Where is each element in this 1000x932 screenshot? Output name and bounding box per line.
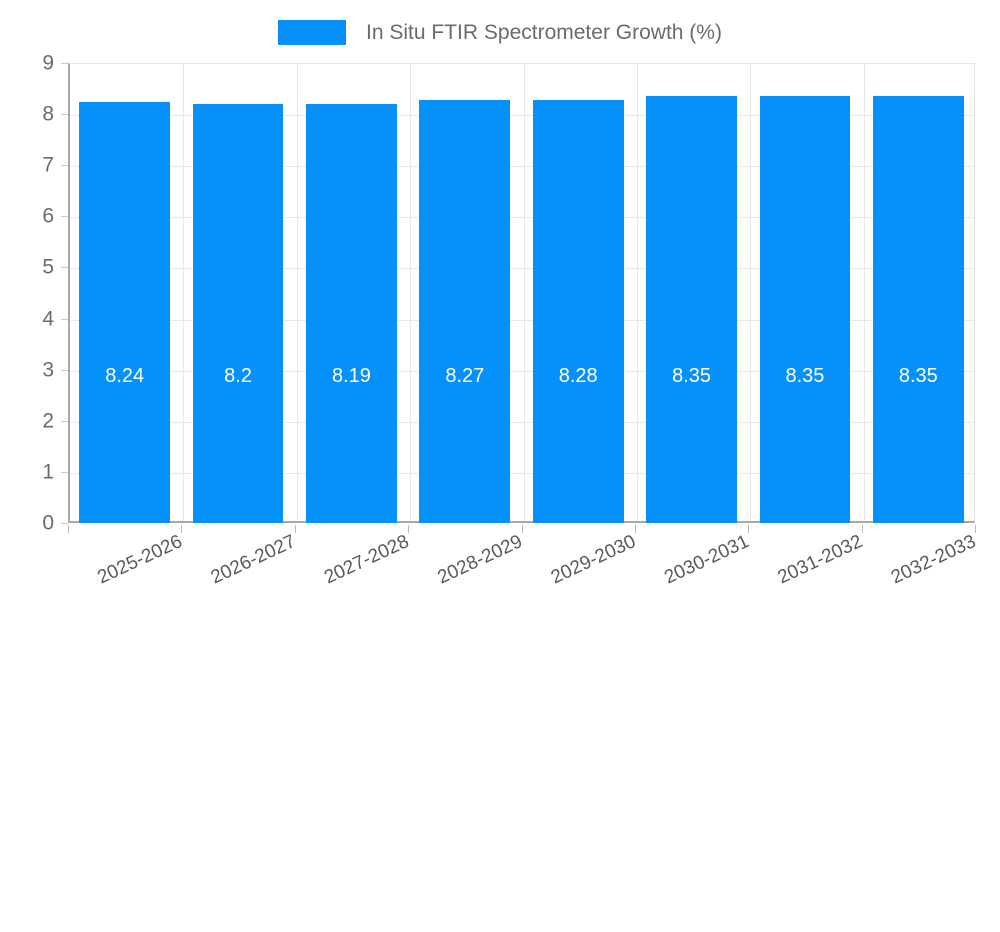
bar[interactable] bbox=[532, 99, 624, 523]
x-axis-labels: 2025-2026 2026-2027 2027-2028 2028-2029 2029… bbox=[68, 531, 979, 600]
bar-slot: 8.2 bbox=[181, 63, 294, 523]
y-axis-tick-label: 8 bbox=[42, 102, 54, 126]
y-axis-tick-label: 9 bbox=[42, 51, 54, 75]
gridline-vertical bbox=[524, 64, 525, 521]
y-axis-tick-label: 3 bbox=[42, 358, 54, 382]
gridline-horizontal bbox=[70, 370, 974, 372]
bar-slot: 8.24 bbox=[68, 63, 181, 523]
y-axis-tick-mark bbox=[61, 420, 68, 422]
bar[interactable] bbox=[192, 103, 284, 523]
bar-slot: 8.35 bbox=[748, 63, 861, 523]
gridline-vertical bbox=[410, 64, 411, 521]
bar-value-label: 8.35 bbox=[785, 365, 825, 387]
x-axis-tick-label: 2029-2030 bbox=[547, 531, 640, 589]
x-axis-tick-mark bbox=[295, 525, 296, 533]
gridline-horizontal bbox=[70, 268, 974, 270]
bar-slot: 8.27 bbox=[408, 63, 521, 523]
y-axis-tick-mark bbox=[61, 318, 68, 320]
gridline-horizontal bbox=[70, 472, 974, 474]
y-axis-tick-mark bbox=[61, 471, 68, 473]
x-axis-tick-label: 2028-2029 bbox=[434, 531, 526, 589]
y-axis-tick-mark bbox=[61, 165, 68, 167]
bar-value-label: 8.24 bbox=[105, 365, 145, 387]
chart-legend: In Situ FTIR Spectrometer Growth (%) bbox=[0, 14, 1000, 50]
gridline-vertical bbox=[297, 64, 298, 521]
bar-value-label: 8.27 bbox=[445, 365, 485, 387]
bar[interactable] bbox=[306, 104, 397, 523]
y-axis-tick-mark bbox=[61, 216, 68, 218]
bar[interactable] bbox=[872, 96, 964, 523]
x-axis-tick-mark bbox=[748, 525, 749, 533]
y-axis-tick-label: 4 bbox=[42, 307, 54, 331]
y-axis-tick-label: 1 bbox=[42, 460, 54, 484]
y-axis-tick-mark bbox=[61, 114, 68, 116]
plot-area bbox=[68, 63, 975, 523]
gridline-horizontal bbox=[70, 217, 974, 219]
gridline-horizontal bbox=[70, 115, 974, 117]
gridline-horizontal bbox=[70, 319, 974, 321]
x-axis-tick-mark bbox=[635, 525, 636, 533]
bar[interactable] bbox=[79, 101, 171, 523]
y-axis-tick-label: 7 bbox=[42, 153, 54, 177]
bar-slot: 8.28 bbox=[522, 63, 635, 523]
y-axis-tick-label: 6 bbox=[42, 204, 54, 228]
x-axis-tick-mark bbox=[181, 525, 182, 533]
x-axis-tick-mark bbox=[68, 525, 69, 533]
y-axis-tick-mark bbox=[61, 369, 68, 371]
x-axis-tick-mark bbox=[862, 525, 863, 533]
x-axis-tick-mark bbox=[408, 525, 409, 533]
gridline-vertical bbox=[637, 64, 638, 521]
gridline-vertical bbox=[750, 64, 751, 521]
y-axis-tick-mark bbox=[61, 523, 68, 524]
bar-value-label: 8.35 bbox=[898, 365, 938, 387]
gridline-vertical bbox=[864, 64, 865, 521]
bar-chart: In Situ FTIR Spectrometer Growth (%) 0 1 2… bbox=[0, 14, 1000, 600]
bars-layer: 8.24 8.2 8.19 8.27 8.28 8.35 8.35 8.35 bbox=[68, 63, 975, 523]
y-axis-tick-label: 0 bbox=[42, 511, 54, 535]
gridline-vertical bbox=[183, 64, 184, 521]
legend-label-series-1: In Situ FTIR Spectrometer Growth (%) bbox=[366, 20, 722, 44]
y-axis-tick-label: 2 bbox=[42, 409, 54, 433]
bar-value-label: 8.2 bbox=[224, 365, 252, 387]
bar[interactable] bbox=[759, 96, 851, 523]
x-axis-tick-mark bbox=[975, 525, 976, 533]
bar-slot: 8.35 bbox=[862, 63, 975, 523]
bar-value-label: 8.35 bbox=[672, 365, 712, 387]
bar-value-label: 8.19 bbox=[331, 365, 371, 387]
y-axis-tick-label: 5 bbox=[42, 255, 54, 279]
gridline-horizontal bbox=[70, 421, 974, 423]
bar-slot: 8.19 bbox=[295, 63, 408, 523]
legend-swatch-series-1 bbox=[278, 19, 347, 45]
gridline-horizontal bbox=[70, 166, 974, 168]
bar-value-label: 8.28 bbox=[558, 365, 598, 387]
bar[interactable] bbox=[646, 96, 737, 523]
bar-slot: 8.35 bbox=[635, 63, 748, 523]
y-axis-tick-mark bbox=[61, 63, 68, 64]
x-axis-tick-mark bbox=[522, 525, 523, 533]
bar[interactable] bbox=[419, 100, 511, 523]
y-axis-tick-mark bbox=[61, 267, 68, 269]
